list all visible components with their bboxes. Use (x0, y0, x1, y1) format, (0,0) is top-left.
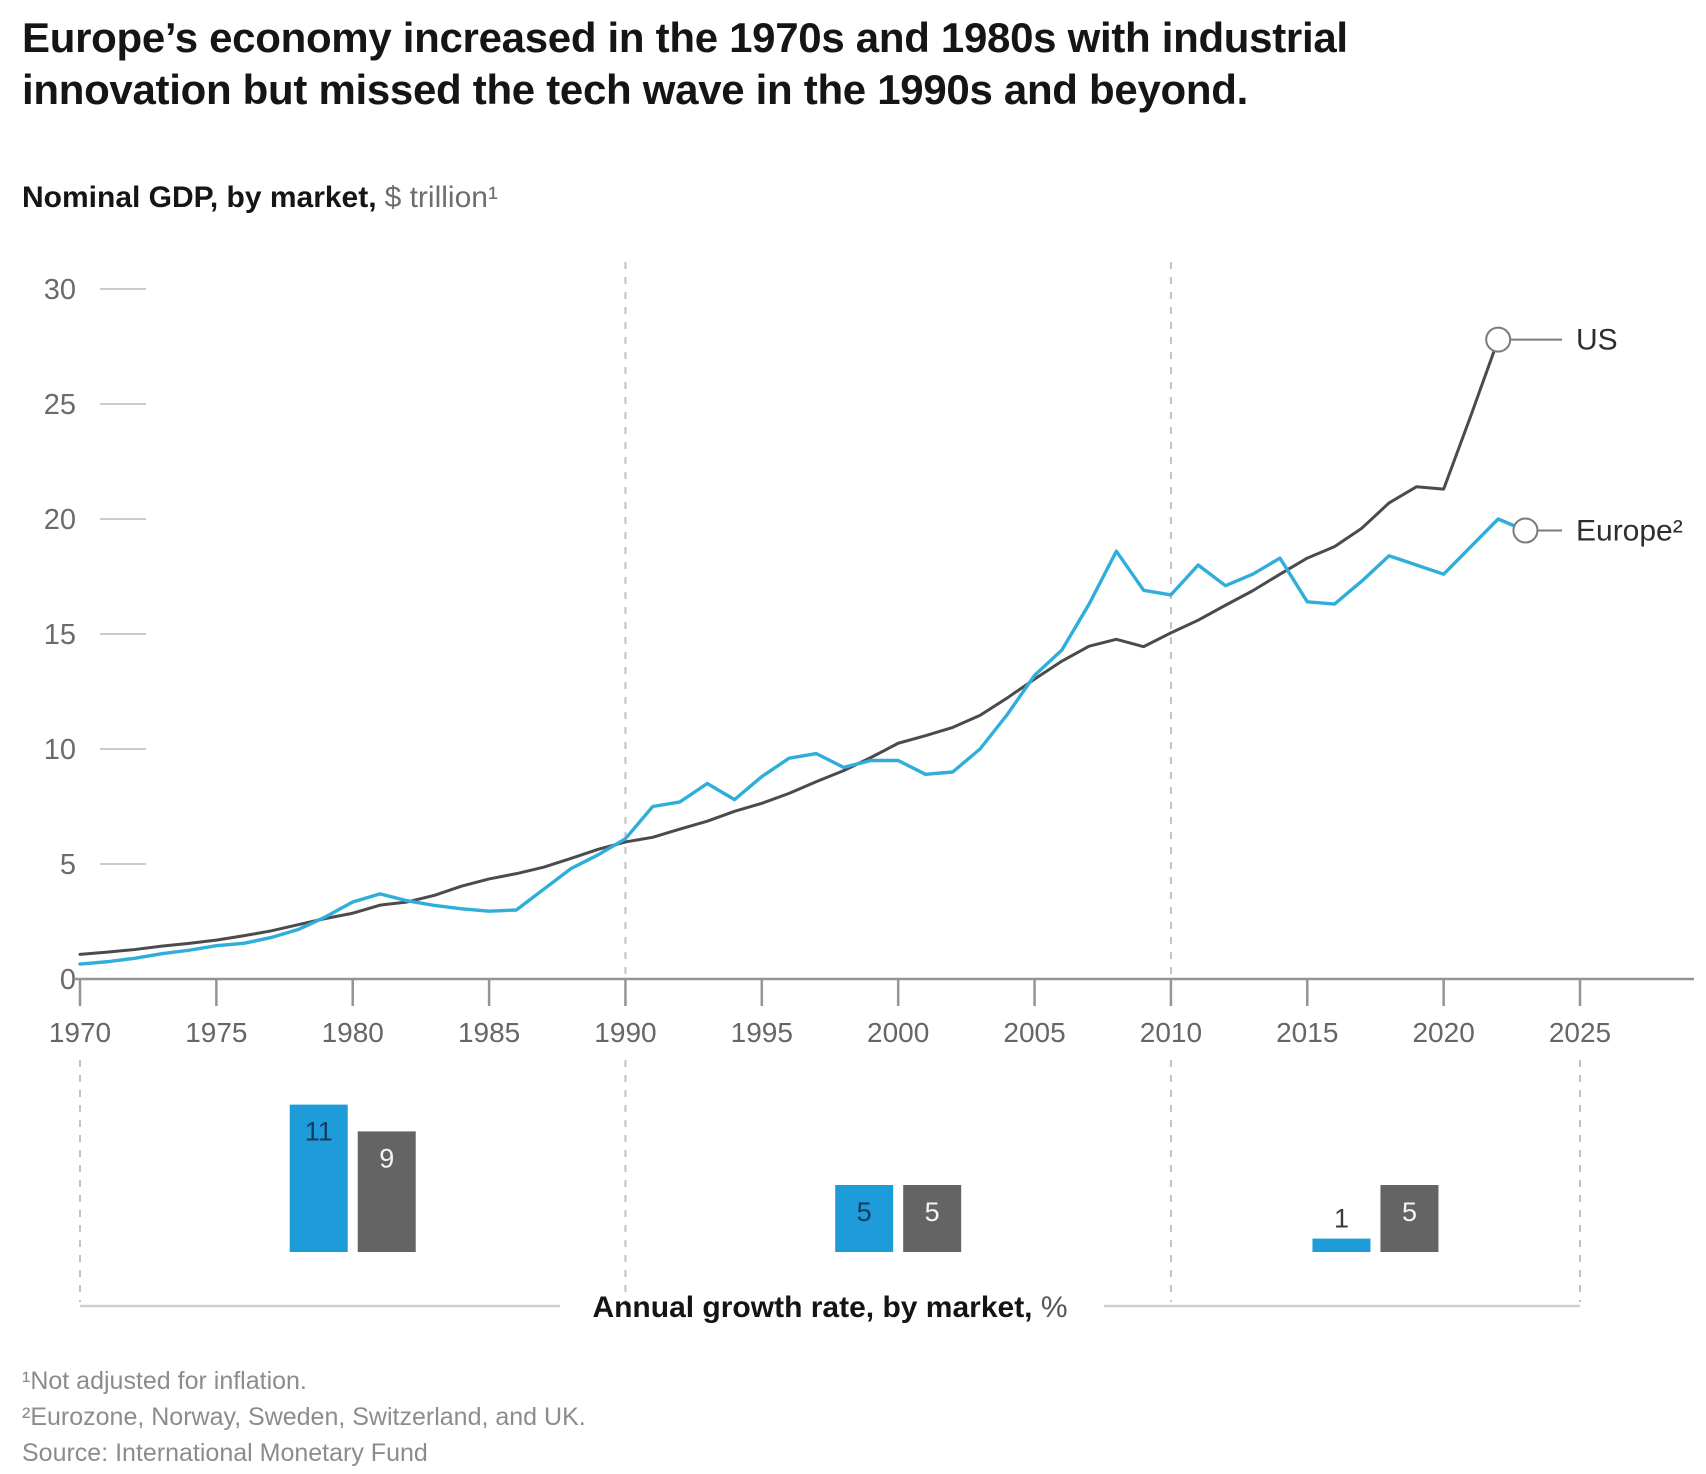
x-tick-label: 2015 (1276, 1017, 1338, 1048)
x-tick-label: 1975 (185, 1017, 247, 1048)
x-tick-label: 2005 (1003, 1017, 1065, 1048)
us-bar-value: 5 (1402, 1197, 1417, 1227)
us-growth-bar (1380, 1185, 1439, 1252)
europe-bar-value: 11 (305, 1117, 333, 1147)
europe-line (78, 517, 1528, 966)
subtitle-metric: Nominal GDP, by market, (22, 181, 377, 214)
legend-label-europe: Europe² (1576, 515, 1683, 548)
y-tick-label: 10 (44, 734, 76, 766)
europe-bar-value: 1 (1334, 1204, 1349, 1234)
footnote-1: ¹Not adjusted for inflation. (22, 1367, 307, 1395)
x-tick-label: 2000 (867, 1017, 929, 1048)
europe-growth-bar (835, 1185, 894, 1252)
y-tick-label: 5 (60, 849, 76, 881)
legend-label-us: US (1576, 324, 1618, 357)
x-tick-label: 1970 (49, 1017, 111, 1048)
x-tick-label: 1985 (458, 1017, 520, 1048)
y-tick-label: 15 (44, 619, 76, 651)
x-tick-label: 1980 (322, 1017, 384, 1048)
figure-title: Europe’s economy increased in the 1970s … (22, 14, 1348, 113)
x-tick-label: 1995 (731, 1017, 793, 1048)
europe-endpoint-marker (1512, 517, 1539, 544)
y-tick-label: 20 (44, 504, 76, 536)
growth-rate-title: Annual growth rate, by market, % (592, 1291, 1067, 1324)
subtitle-unit: $ trillion¹ (384, 181, 498, 214)
us-bar-value: 9 (379, 1143, 394, 1173)
y-tick-label: 25 (44, 389, 76, 421)
footnote-3: Source: International Monetary Fund (22, 1438, 428, 1467)
x-tick-label: 2010 (1140, 1017, 1202, 1048)
us-bar-value: 5 (925, 1197, 940, 1227)
x-tick-label: 1990 (594, 1017, 656, 1048)
us-endpoint-marker (1485, 326, 1512, 353)
y-tick-label: 0 (60, 964, 76, 996)
footnotes: ¹Not adjusted for inflation. ²Eurozone, … (22, 1364, 586, 1471)
europe-growth-bar (1312, 1238, 1371, 1252)
x-tick-label: 2020 (1412, 1017, 1474, 1048)
europe-growth-bar (289, 1104, 348, 1252)
x-tick-label: 2025 (1549, 1017, 1611, 1048)
us-line (78, 338, 1500, 956)
europe-bar-value: 5 (857, 1197, 872, 1227)
us-growth-bar (903, 1185, 962, 1252)
y-tick-label: 30 (44, 274, 76, 306)
footnote-2: ²Eurozone, Norway, Sweden, Switzerland, … (22, 1402, 586, 1431)
figure-subtitle: Nominal GDP, by market, $ trillion¹ (22, 181, 498, 215)
us-growth-bar (357, 1131, 416, 1252)
